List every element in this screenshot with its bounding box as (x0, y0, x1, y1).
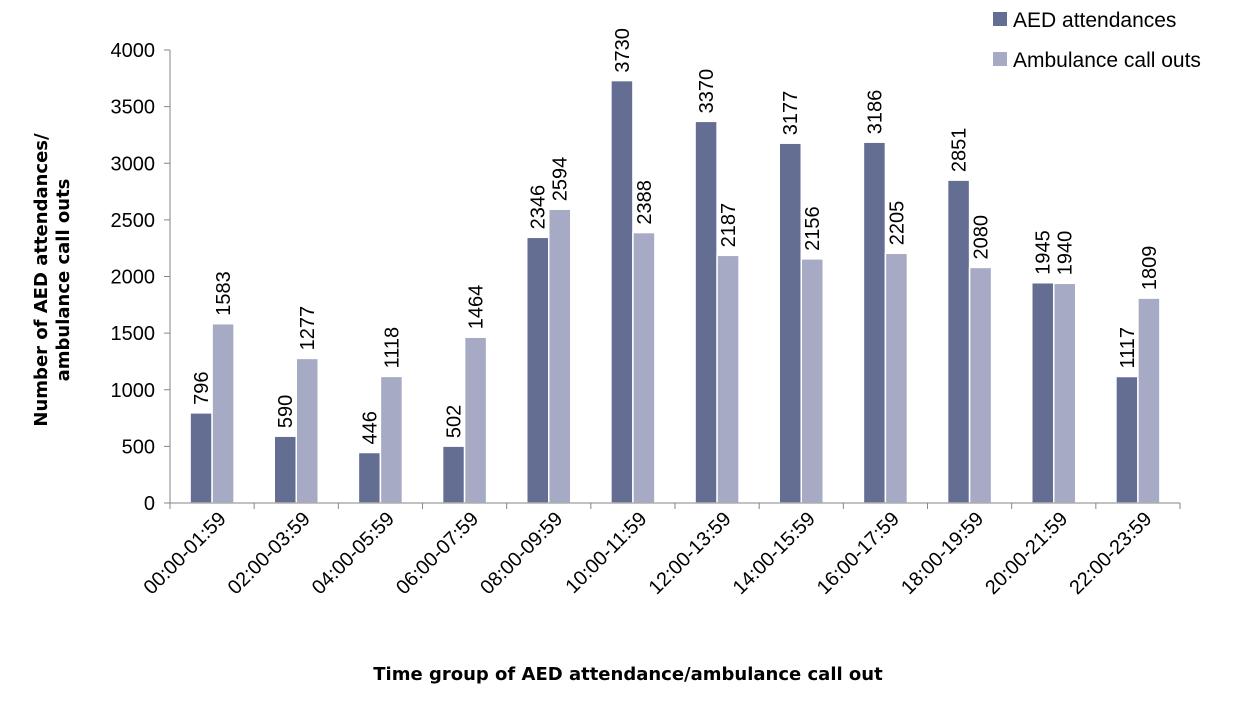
data-label: 3177 (780, 91, 802, 136)
data-label: 1464 (466, 285, 488, 330)
bar-aed-attendances (1115, 375, 1139, 504)
x-tick-label: 22:00-23:59 (1065, 508, 1156, 599)
x-tick-label: 06:00-07:59 (392, 508, 483, 599)
bars (189, 79, 1161, 504)
bar-ambulance-call-outs (884, 252, 909, 504)
data-label: 1809 (1139, 246, 1161, 291)
y-tick-label: 4000 (111, 40, 156, 62)
data-label: 1940 (1055, 231, 1077, 276)
data-label: 3370 (696, 69, 718, 114)
x-tick-label: 14:00-15:59 (729, 508, 820, 599)
data-label: 1117 (1117, 327, 1139, 369)
x-tick-label: 04:00-05:59 (308, 508, 399, 599)
data-label: 2388 (634, 180, 656, 225)
x-tick-label: 20:00-21:59 (981, 508, 1072, 599)
bar-aed-attendances (357, 451, 382, 504)
y-tick-label: 500 (122, 436, 155, 458)
bar-ambulance-call-outs (463, 336, 488, 504)
legend-swatch-aed-attendances (993, 12, 1007, 26)
bar-ambulance-call-outs (1053, 282, 1077, 504)
bar-aed-attendances (946, 179, 971, 504)
data-label: 1277 (297, 306, 319, 351)
data-label: 2187 (718, 203, 740, 248)
bar-ambulance-call-outs (295, 357, 319, 504)
bar-ambulance-call-outs (211, 322, 235, 504)
bar-aed-attendances (441, 445, 466, 504)
bar-ambulance-call-outs (1137, 297, 1161, 504)
bar-ambulance-call-outs (800, 258, 824, 504)
bar-ambulance-call-outs (716, 254, 740, 504)
bar-ambulance-call-outs (632, 231, 656, 504)
bar-aed-attendances (778, 142, 802, 504)
data-label: 502 (444, 405, 466, 438)
y-tick-label: 1500 (111, 323, 156, 345)
data-label: 1945 (1033, 230, 1055, 275)
data-label: 590 (275, 395, 297, 428)
data-label: 2205 (886, 201, 908, 246)
bar-aed-attendances (862, 141, 887, 504)
y-tick-label: 2500 (111, 210, 156, 232)
bar-aed-attendances (189, 412, 213, 504)
data-label: 2346 (528, 185, 550, 230)
x-tick-label: 10:00-11:59 (561, 508, 651, 598)
data-label: 3186 (864, 90, 886, 135)
data-label: 2156 (802, 206, 824, 251)
y-tick-label: 3000 (111, 153, 156, 175)
data-label: 446 (359, 411, 381, 444)
legend: AED attendances Ambulance call outs (993, 9, 1201, 72)
x-tick-label: 16:00-17:59 (813, 508, 904, 599)
bar-aed-attendances (694, 120, 718, 504)
x-tick-label: 02:00-03:59 (224, 508, 315, 599)
data-label: 1583 (213, 271, 235, 315)
y-axis-title-line-2: ambulance call outs (53, 179, 74, 382)
bar-aed-attendances (1031, 281, 1055, 504)
data-label: 2851 (949, 128, 971, 173)
data-label: 3730 (612, 28, 634, 73)
x-tick-label: 12:00-13:59 (645, 508, 736, 599)
x-tick-label: 08:00-09:59 (476, 508, 567, 599)
data-label: 1118 (381, 327, 403, 369)
legend-label-aed-attendances: AED attendances (1013, 9, 1176, 32)
legend-label-ambulance-call-outs: Ambulance call outs (1013, 49, 1201, 72)
bar-ambulance-call-outs (379, 375, 404, 504)
data-label: 2594 (550, 157, 572, 202)
x-tick-label: 18:00-19:59 (897, 508, 988, 599)
x-tick-label: 00:00-01:59 (140, 508, 231, 599)
y-tick-label: 1000 (111, 380, 156, 402)
legend-swatch-ambulance-call-outs (993, 52, 1007, 66)
bar-ambulance-call-outs (968, 266, 993, 504)
y-tick-label: 0 (144, 493, 155, 515)
data-label: 2080 (971, 215, 993, 259)
y-axis-title-line-1: Number of AED attendances/ (31, 133, 52, 427)
axes (164, 49, 1181, 509)
y-tick-label: 2000 (111, 267, 156, 289)
bar-ambulance-call-outs (548, 208, 572, 504)
data-label: 796 (191, 371, 213, 404)
bar-aed-attendances (526, 236, 550, 504)
x-axis-ticks: 00:00-01:5902:00-03:5904:00-05:5906:00-0… (140, 508, 1157, 599)
bar-aed-attendances (273, 435, 297, 504)
y-axis-ticks: 0 500 1000 1500 2000 2500 3000 3500 4000 (111, 40, 156, 515)
y-tick-label: 3500 (111, 97, 156, 119)
x-axis-title: Time group of AED attendance/ambulance c… (373, 664, 883, 685)
bar-aed-attendances (610, 79, 634, 504)
